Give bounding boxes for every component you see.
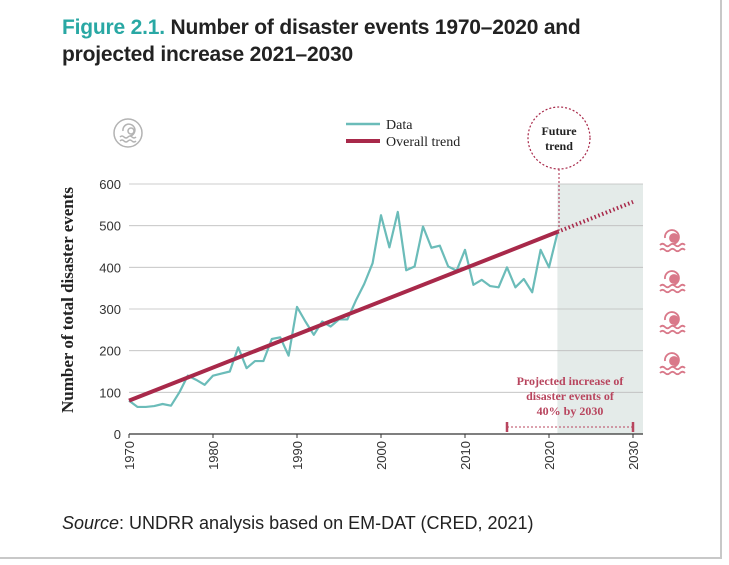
source-text: : UNDRR analysis based on EM-DAT (CRED, … xyxy=(119,513,534,533)
y-tick-label: 300 xyxy=(99,302,121,317)
y-tick-labels: 0 100 200 300 400 500 600 xyxy=(99,177,121,442)
disaster-events-chart: 0 100 200 300 400 500 600 1970 1980 1990 2000 2010… xyxy=(58,106,686,470)
projection-label-line3: 40% by 2030 xyxy=(537,404,604,418)
hazard-icon xyxy=(659,229,686,253)
hazard-icon xyxy=(113,118,143,148)
figure-title: Figure 2.1. Number of disaster events 19… xyxy=(62,14,622,68)
gridlines xyxy=(129,183,643,393)
x-tick-label: 1980 xyxy=(206,441,221,470)
x-tick-label: 1990 xyxy=(290,441,305,470)
legend-label-overall-trend: Overall trend xyxy=(386,135,460,150)
projection-label-line1: Projected increase of xyxy=(517,374,625,388)
figure-frame: Figure 2.1. Number of disaster events 19… xyxy=(0,0,722,559)
hazard-icon xyxy=(659,311,686,335)
x-tick-label: 2010 xyxy=(458,441,473,470)
x-tick-label: 2030 xyxy=(626,441,641,470)
figure-number: Figure 2.1. xyxy=(62,16,165,39)
projection-range-bracket xyxy=(505,422,635,432)
x-tick-label: 2000 xyxy=(374,441,389,470)
figure-title-text: Number of disaster events 1970–2020 and … xyxy=(62,16,581,66)
y-axis-label: Number of total disaster events xyxy=(58,187,77,413)
series-line-overall-trend xyxy=(128,230,559,403)
projection-label-line2: disaster events of xyxy=(526,389,615,403)
side-icon-column xyxy=(659,229,686,376)
y-tick-label: 500 xyxy=(99,219,121,234)
y-tick-label: 100 xyxy=(99,385,121,400)
source-note: Source: UNDRR analysis based on EM-DAT (… xyxy=(62,513,534,534)
future-trend-circle xyxy=(527,106,591,170)
series-line-data xyxy=(128,210,559,409)
hazard-icon xyxy=(659,270,686,294)
y-tick-label: 0 xyxy=(114,427,121,442)
future-trend-label-line2: trend xyxy=(545,139,573,153)
x-tick-labels: 1970 1980 1990 2000 2010 2020 2030 xyxy=(122,434,641,470)
hazard-icon xyxy=(659,352,686,376)
x-tick-label: 2020 xyxy=(542,441,557,470)
trend-projection-dotted xyxy=(556,200,634,234)
legend-label-data: Data xyxy=(386,118,413,133)
x-tick-label: 1970 xyxy=(122,441,137,470)
source-label: Source xyxy=(62,513,120,533)
y-tick-label: 200 xyxy=(99,344,121,359)
y-tick-label: 600 xyxy=(99,177,121,192)
y-tick-label: 400 xyxy=(99,260,121,275)
future-trend-label-line1: Future xyxy=(541,124,577,138)
